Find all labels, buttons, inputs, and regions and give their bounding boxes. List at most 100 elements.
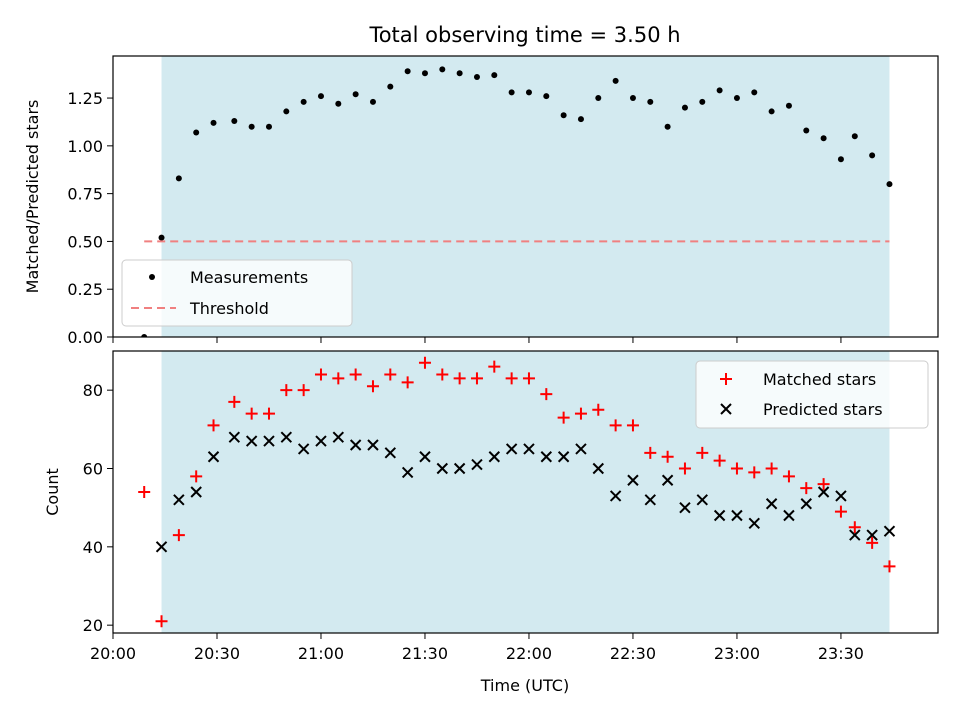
matched-star-point <box>349 368 362 381</box>
predicted-star-point <box>419 451 431 463</box>
predicted-star-point <box>349 439 362 451</box>
measurement-point <box>768 108 775 115</box>
matched-star-point <box>245 407 258 420</box>
measurement-point <box>404 68 411 75</box>
predicted-star-point <box>783 509 795 522</box>
measurement-point <box>421 70 428 77</box>
bottom-panel: 20 40 60 80 20:00 20:30 21:00 21:30 22:00 22:30 23… <box>43 350 939 663</box>
matched-star-point <box>155 615 168 628</box>
matched-star-point <box>366 380 379 393</box>
predicted-star-point <box>609 490 622 502</box>
measurement-point <box>335 100 342 107</box>
predicted-star-point <box>173 494 185 506</box>
predicted-star-point <box>731 509 743 522</box>
legend-box <box>121 259 353 327</box>
matched-star-point <box>418 356 431 369</box>
matched-star-point <box>848 521 861 534</box>
legend-marker-predicted <box>720 403 732 415</box>
legend-marker-matched <box>720 373 732 385</box>
matched-star-point <box>297 384 310 397</box>
measurement-point <box>716 87 723 94</box>
measurement-point <box>733 95 740 102</box>
measurement-point <box>820 135 827 142</box>
y-tick-label: 1.00 <box>67 137 103 156</box>
predicted-star-point <box>866 529 878 541</box>
measurement-point <box>869 152 876 159</box>
y-tick-label: 80 <box>83 381 103 400</box>
legend-label: Matched stars <box>763 370 876 389</box>
matched-star-point <box>280 384 293 397</box>
measurement-point <box>577 116 584 123</box>
series-matched-stars <box>138 356 896 628</box>
series-predicted-stars <box>155 431 896 553</box>
matched-star-point <box>730 462 743 475</box>
predicted-star-point <box>436 462 449 475</box>
y-tick-label: 20 <box>83 616 103 635</box>
predicted-star-point <box>713 509 726 522</box>
predicted-star-point <box>505 443 518 455</box>
matched-star-point <box>626 419 639 432</box>
predicted-star-point <box>384 447 397 459</box>
matched-star-point <box>470 372 483 385</box>
matched-star-point <box>172 529 185 542</box>
measurement-point <box>231 117 238 124</box>
predicted-star-point <box>800 498 812 510</box>
predicted-star-point <box>849 529 861 541</box>
matched-star-point <box>609 419 622 432</box>
legend: Matched stars Predicted stars <box>695 360 929 429</box>
predicted-star-point <box>453 462 466 475</box>
matched-star-point <box>696 446 709 459</box>
predicted-star-point <box>644 494 656 506</box>
predicted-star-point <box>575 443 587 455</box>
matched-star-point <box>800 482 813 495</box>
x-axis-label: Time (UTC) <box>480 676 569 695</box>
predicted-star-point <box>817 486 830 498</box>
predicted-star-point <box>523 443 535 455</box>
predicted-star-point <box>263 435 275 447</box>
measurement-point <box>456 70 463 77</box>
measurement-point <box>681 104 688 111</box>
matched-star-point <box>401 376 414 389</box>
axes-frame <box>112 55 939 338</box>
x-tick-label: 20:30 <box>194 644 240 663</box>
predicted-star-point <box>661 474 674 486</box>
predicted-star-point <box>488 451 501 463</box>
matched-star-point <box>592 403 605 416</box>
matched-star-point <box>190 470 203 483</box>
measurement-point <box>317 93 324 100</box>
matched-star-point <box>782 470 795 483</box>
predicted-star-point <box>190 486 202 498</box>
measurement-point <box>525 89 532 96</box>
matched-star-point <box>262 407 275 420</box>
measurement-point <box>664 123 671 130</box>
predicted-star-point <box>883 525 896 537</box>
x-tick-label: 21:30 <box>402 644 448 663</box>
legend-label: Predicted stars <box>763 400 883 419</box>
matched-star-point <box>644 446 657 459</box>
y-tick-label: 0.25 <box>67 280 103 299</box>
measurement-point <box>369 98 376 105</box>
y-tick-label: 40 <box>83 538 103 557</box>
measurement-point <box>210 119 217 126</box>
matched-star-point <box>505 372 518 385</box>
y-tick-label: 1.25 <box>67 89 103 108</box>
matched-star-point <box>748 466 761 479</box>
measurement-point <box>699 98 706 105</box>
matched-star-point <box>834 505 847 518</box>
matched-star-point <box>436 368 449 381</box>
legend: Measurements Threshold <box>121 259 353 327</box>
predicted-star-point <box>155 541 168 553</box>
measurement-point <box>352 91 359 98</box>
matched-star-point <box>138 486 151 498</box>
predicted-star-point <box>245 435 258 447</box>
measurement-point <box>851 133 858 140</box>
predicted-star-point <box>367 439 379 451</box>
matched-star-point <box>522 372 535 385</box>
matched-star-point <box>678 462 691 475</box>
plot-area <box>138 356 896 628</box>
predicted-star-point <box>228 431 241 443</box>
measurement-point <box>387 83 394 90</box>
predicted-star-point <box>679 501 691 514</box>
chart-title: Total observing time = 3.50 h <box>368 23 680 47</box>
predicted-star-point <box>627 474 639 486</box>
